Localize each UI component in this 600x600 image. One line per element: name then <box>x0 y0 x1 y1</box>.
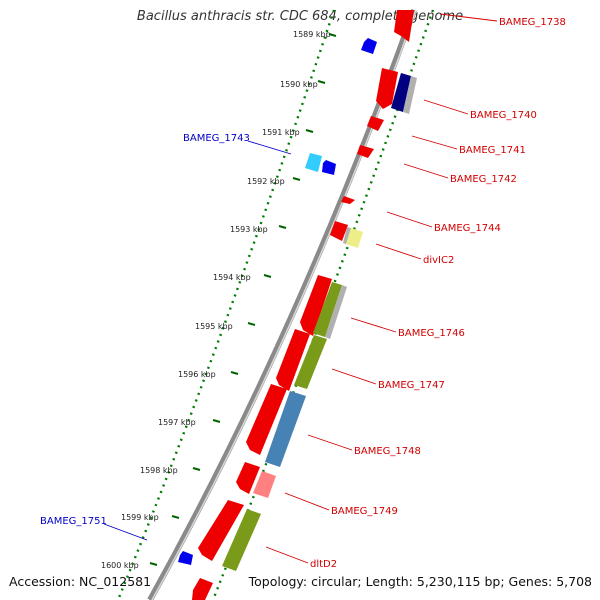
gene-label-BAMEG_1744[interactable]: BAMEG_1744 <box>434 223 501 234</box>
gene-BAMEG_1744[interactable] <box>341 196 355 204</box>
scale-label-1590: 1590 kbp <box>280 80 318 89</box>
cog-BAMEG_1747[interactable] <box>294 335 327 389</box>
genome-summary: Topology: circular; Length: 5,230,115 bp… <box>248 574 592 589</box>
gene-BAMEG_1746[interactable] <box>300 275 332 336</box>
scale-label-1594: 1594 kbp <box>213 273 251 282</box>
cog-BAMEG_1740-grey <box>403 76 417 114</box>
scale-label-1596: 1596 kbp <box>178 370 216 379</box>
gene-BAMEG_1739[interactable] <box>361 38 377 54</box>
gene-label-BAMEG_1738[interactable]: BAMEG_1738 <box>499 17 566 28</box>
gene-BAMEG_1748[interactable] <box>246 384 287 455</box>
gene-label-dltD2[interactable]: dltD2 <box>310 559 337 570</box>
gene-BAMEG_1743[interactable] <box>305 153 322 172</box>
gene-BAMEG_1749[interactable] <box>236 462 260 494</box>
gene-label-BAMEG_1749[interactable]: BAMEG_1749 <box>331 506 398 517</box>
gene-BAMEG_1741[interactable] <box>367 116 384 131</box>
cog-BAMEG_1740[interactable] <box>391 73 411 112</box>
gene-BAMEG_1745[interactable] <box>330 221 348 241</box>
gene-label-BAMEG_1747[interactable]: BAMEG_1747 <box>378 380 445 391</box>
cog-divIC2-grey <box>343 227 351 244</box>
scale-label-1591: 1591 kbp <box>262 128 300 137</box>
gene-label-divIC2[interactable]: divIC2 <box>423 255 454 266</box>
gene-label-BAMEG_1746[interactable]: BAMEG_1746 <box>398 328 465 339</box>
gene-label-BAMEG_1748[interactable]: BAMEG_1748 <box>354 446 421 457</box>
cog-dltD2[interactable] <box>222 509 261 571</box>
scale-label-1600: 1600 kbp <box>101 561 139 570</box>
gene-BAMEG_1740[interactable] <box>376 68 398 109</box>
gene-BAMEG_1751[interactable] <box>178 551 193 565</box>
cog-BAMEG_1746[interactable] <box>313 282 342 337</box>
cog-BAMEG_1746-grey <box>325 285 347 339</box>
gene-label-BAMEG_1740[interactable]: BAMEG_1740 <box>470 110 537 121</box>
gene-label-BAMEG_1751[interactable]: BAMEG_1751 <box>40 516 107 527</box>
scale-label-1592: 1592 kbp <box>247 177 285 186</box>
gene-label-BAMEG_1743[interactable]: BAMEG_1743 <box>183 133 250 144</box>
gene-BAMEG_1747[interactable] <box>276 329 310 391</box>
gene-BAMEG_1752[interactable] <box>192 578 213 600</box>
map-title: Bacillus anthracis str. CDC 684, complet… <box>136 9 464 24</box>
scale-label-1589: 1589 kbp <box>293 30 331 39</box>
gene-BAMEG_1743b[interactable] <box>322 160 336 175</box>
gene-BAMEG_1742[interactable] <box>357 145 374 158</box>
gene-BAMEG_1738[interactable] <box>394 10 414 42</box>
scale-label-1597: 1597 kbp <box>158 418 196 427</box>
gene-label-BAMEG_1741[interactable]: BAMEG_1741 <box>459 145 526 156</box>
cog-BAMEG_1748[interactable] <box>265 391 306 467</box>
scale-label-1599: 1599 kbp <box>121 513 159 522</box>
accession-label: Accession: NC_012581 <box>9 574 152 589</box>
cog-BAMEG_1749[interactable] <box>253 471 276 498</box>
gene-dltD2[interactable] <box>198 500 244 561</box>
scale-ticks <box>149 33 337 566</box>
cog-divIC2[interactable] <box>346 228 363 248</box>
gene-label-BAMEG_1742[interactable]: BAMEG_1742 <box>450 174 517 185</box>
scale-label-1595: 1595 kbp <box>195 322 233 331</box>
scale-label-1598: 1598 kbp <box>140 466 178 475</box>
callout-lines <box>103 13 498 564</box>
forward-strand-cds-track <box>192 10 414 600</box>
scale-label-1593: 1593 kbp <box>230 225 268 234</box>
